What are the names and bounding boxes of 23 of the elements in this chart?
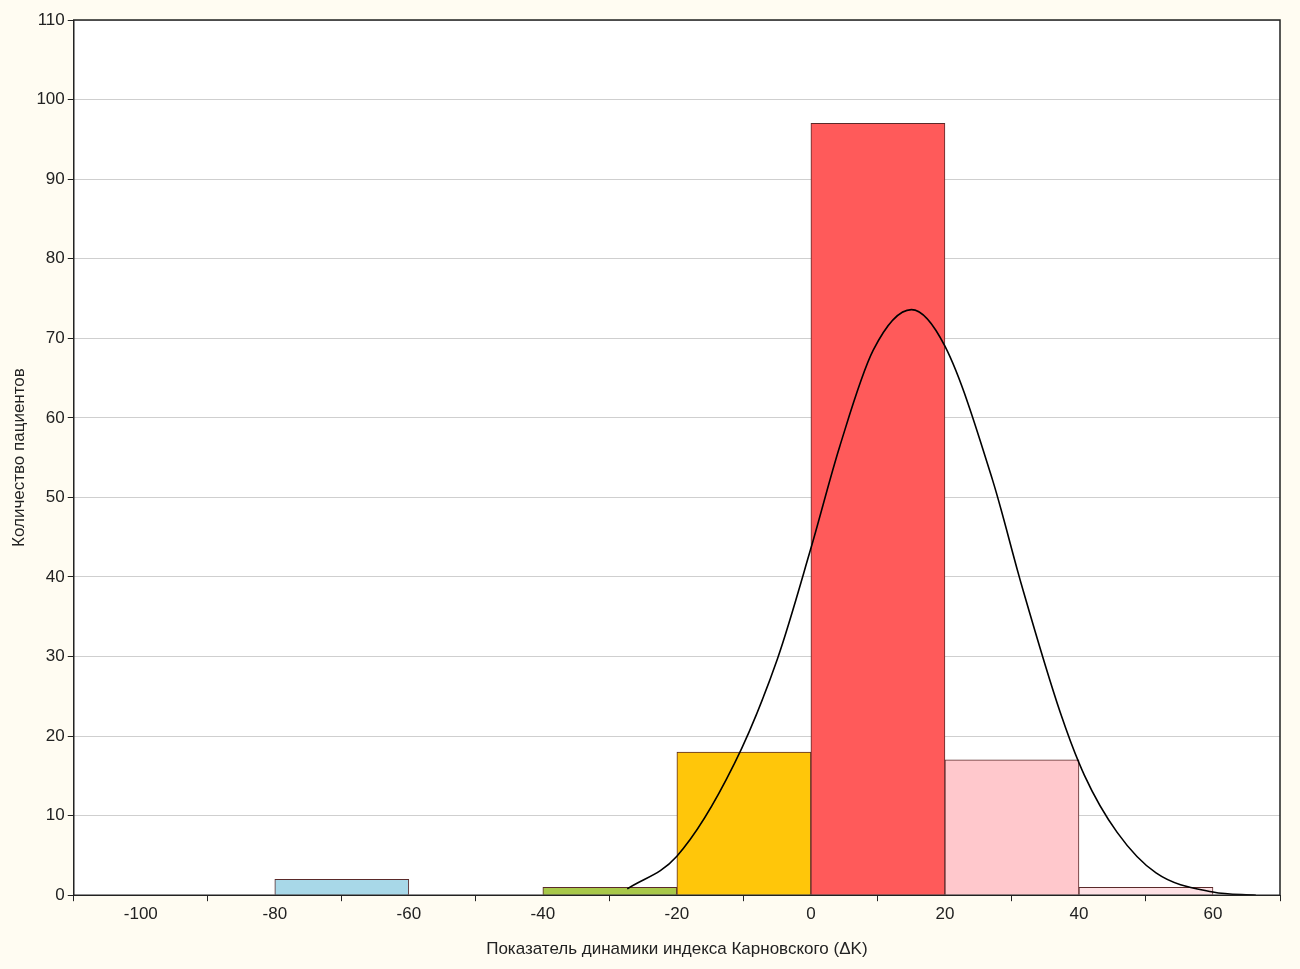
- y-tick-label: 110: [37, 9, 65, 29]
- y-tick-label: 10: [45, 805, 65, 825]
- y-tick-label: 70: [45, 327, 65, 347]
- x-tick-label: 60: [1203, 904, 1223, 924]
- x-tick-label: -60: [396, 904, 422, 924]
- y-tick-label: 20: [45, 725, 65, 745]
- y-tick-label: 0: [55, 884, 65, 904]
- y-tick-label: 100: [36, 89, 65, 109]
- y-tick-label: 50: [45, 487, 65, 507]
- x-tick-label: -20: [664, 904, 690, 924]
- x-axis-title: Показатель динамики индекса Карновского (ΔK): [486, 939, 868, 959]
- y-tick-label: 80: [45, 248, 65, 268]
- x-tick-label: -40: [530, 904, 556, 924]
- y-tick-label: 60: [45, 407, 65, 427]
- x-tick-label: 20: [935, 904, 955, 924]
- y-axis-title: Количество пациентов: [8, 368, 28, 548]
- x-tick-label: -80: [262, 904, 288, 924]
- y-tick-label: 40: [45, 566, 65, 586]
- x-tick-label: 40: [1069, 904, 1089, 924]
- x-tick-label: 0: [806, 904, 816, 924]
- x-tick-label: -100: [123, 904, 158, 924]
- y-tick-label: 30: [45, 646, 65, 666]
- y-tick-label: 90: [45, 168, 65, 188]
